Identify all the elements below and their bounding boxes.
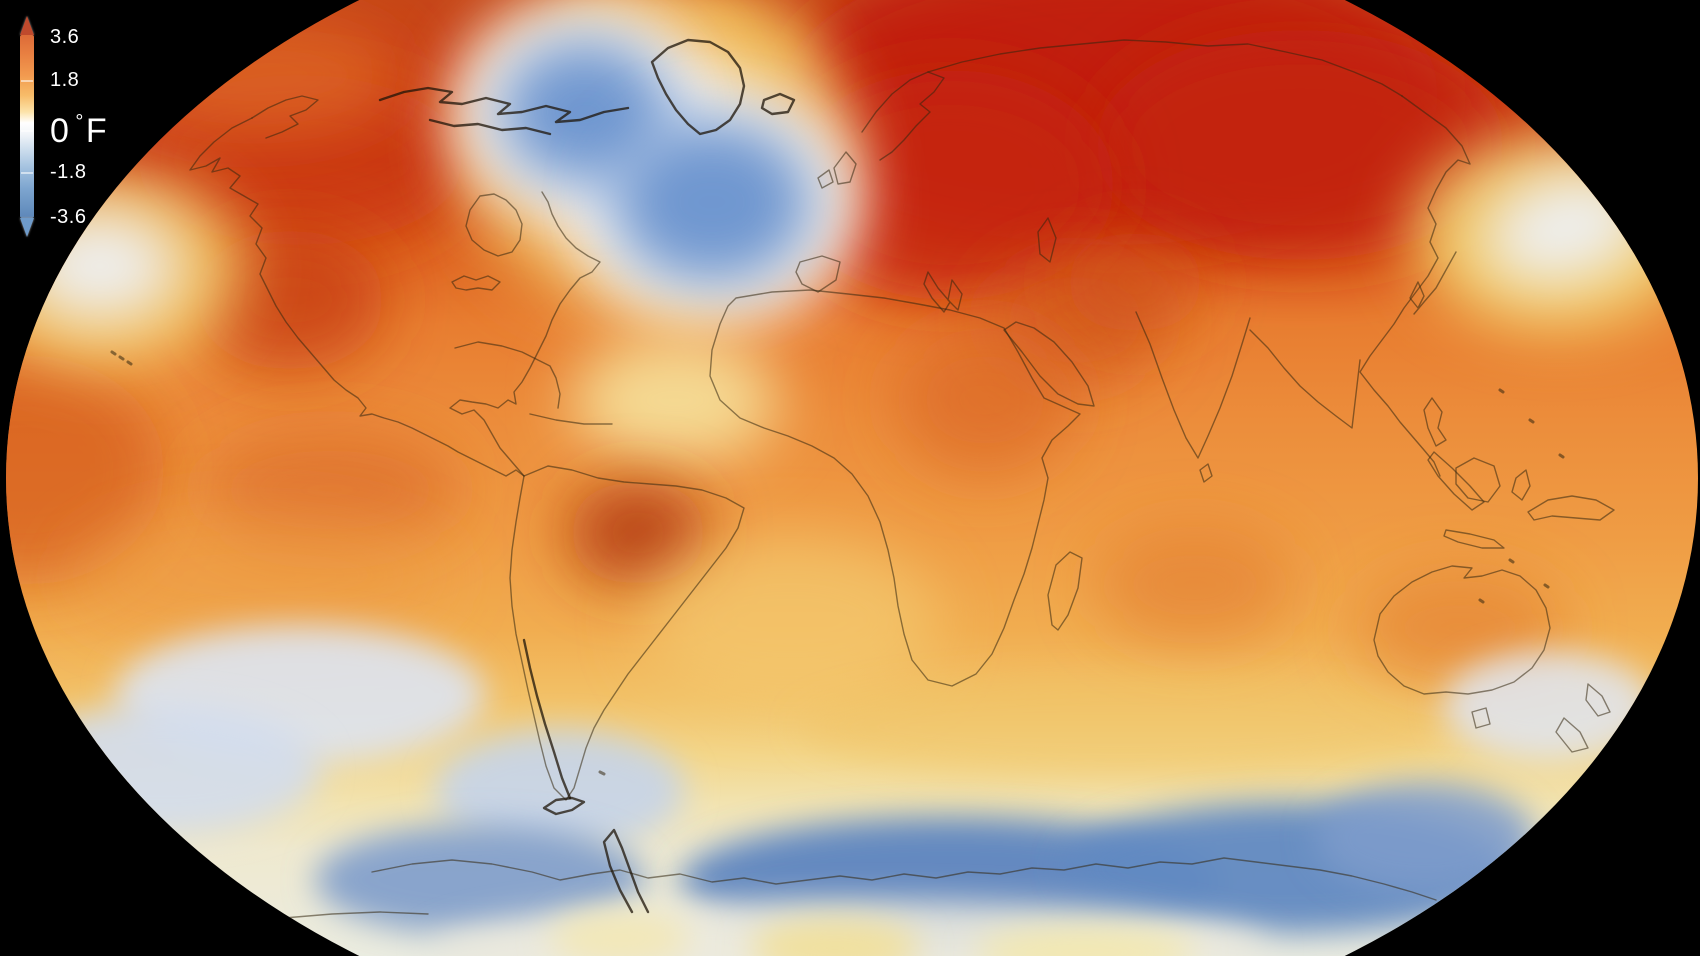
coastline-tierra-del-fuego xyxy=(542,796,586,816)
coastline-arctic-archipelago xyxy=(378,86,630,136)
coastline-australia xyxy=(1373,565,1551,695)
legend-tick-mark xyxy=(21,172,33,175)
island-dots-pacific xyxy=(598,388,1565,776)
coastline-greenland xyxy=(650,38,746,136)
coastline-cuba-caribbean xyxy=(454,341,613,425)
coastline-north-america-west xyxy=(189,117,525,477)
brazil-warm-anomaly xyxy=(568,481,708,585)
patagonia-south-cool xyxy=(435,730,685,850)
coastline-arabia xyxy=(1003,321,1095,407)
legend-arrow-below-scale-icon xyxy=(20,218,34,237)
coastlines-bold-layer xyxy=(378,38,796,914)
coastline-new-guinea xyxy=(1527,495,1615,521)
south-pacific-warm-tongue xyxy=(70,510,450,640)
northwest-india-warm xyxy=(1065,232,1205,332)
coastline-asia-east xyxy=(1359,95,1471,477)
antarctica-yellow-spot-east xyxy=(975,926,1195,956)
degree-symbol: ° xyxy=(75,111,84,133)
legend-tick-mark xyxy=(21,80,33,83)
coastline-new-zealand xyxy=(1555,683,1611,753)
antarctica-yellow-spot-west xyxy=(550,910,690,956)
coastline-madagascar xyxy=(1047,551,1083,631)
southern-ocean-gold-band xyxy=(800,677,1440,777)
legend-arrow-above-scale-icon xyxy=(20,16,34,35)
coastline-andes-ridge xyxy=(522,638,572,800)
legend-label-plus-1-8: 1.8 xyxy=(50,69,80,91)
coastline-antarctica xyxy=(371,857,1437,901)
coastline-south-america xyxy=(509,465,745,801)
coastline-caspian-sea xyxy=(1037,217,1057,263)
legend-label-plus-3-6: 3.6 xyxy=(50,26,80,48)
coastline-borneo xyxy=(1455,457,1501,503)
south-indian-ocean-warm xyxy=(1095,525,1295,645)
coastline-antarctic-peninsula xyxy=(602,828,650,914)
north-atlantic-cold-blob xyxy=(610,118,814,286)
coastline-scandinavia xyxy=(861,71,945,161)
coastline-britain xyxy=(817,151,857,189)
antarctica-yellow-spot-center xyxy=(750,918,920,956)
island-dots-hawaii xyxy=(110,350,133,366)
coastline-tasmania xyxy=(1471,707,1491,729)
coastlines-layer xyxy=(95,39,1615,949)
coastline-alaska xyxy=(251,95,319,139)
coastline-philippines xyxy=(1423,397,1447,447)
temperature-legend: 3.6 1.8 0 °F -1.8 -3.6 xyxy=(20,14,150,244)
north-pacific-top-orange xyxy=(105,15,405,135)
coastline-sumatra xyxy=(1427,451,1485,511)
europe-warm-anomaly xyxy=(785,70,1115,300)
coastline-sulawesi xyxy=(1511,469,1531,501)
legend-tick-mark xyxy=(21,129,33,132)
coastline-asia-north xyxy=(927,39,1403,97)
legend-zero-unit: F xyxy=(85,112,108,150)
coastline-italy-greece xyxy=(923,271,963,313)
coastline-iberia xyxy=(795,255,841,293)
mid-atlantic-pale-patch xyxy=(570,335,780,465)
coastline-sri-lanka xyxy=(1199,463,1213,483)
coastline-iceland xyxy=(760,92,796,116)
coastline-hudson-bay xyxy=(465,193,523,257)
south-pacific-cool-patch-2 xyxy=(10,705,320,835)
coastline-africa xyxy=(709,289,1081,687)
legend-zero-value: 0 xyxy=(50,112,70,150)
ross-sea-cool xyxy=(1315,783,1535,893)
coastline-java xyxy=(1443,529,1505,549)
legend-colorbar xyxy=(20,35,34,218)
legend-label-minus-3-6: -3.6 xyxy=(50,206,87,228)
legend-colorbar-wrap xyxy=(20,14,34,250)
coastline-north-america-east xyxy=(449,191,601,477)
coastline-bay-of-bengal xyxy=(1249,329,1361,429)
baffin-bay-cold-blob xyxy=(497,38,673,186)
legend-label-minus-1-8: -1.8 xyxy=(50,161,87,183)
siberia-east-warm-extension xyxy=(1095,30,1505,260)
coastline-india xyxy=(1135,311,1251,459)
coastline-great-lakes xyxy=(451,275,501,291)
legend-label-zero: 0 °F xyxy=(50,112,107,148)
east-pacific-left-edge-warm xyxy=(6,355,165,585)
coastline-japan xyxy=(1409,251,1457,315)
south-atlantic-pale xyxy=(640,535,940,705)
antarctic-cold-band-west xyxy=(315,825,645,935)
new-zealand-cool-patch xyxy=(1443,651,1653,761)
